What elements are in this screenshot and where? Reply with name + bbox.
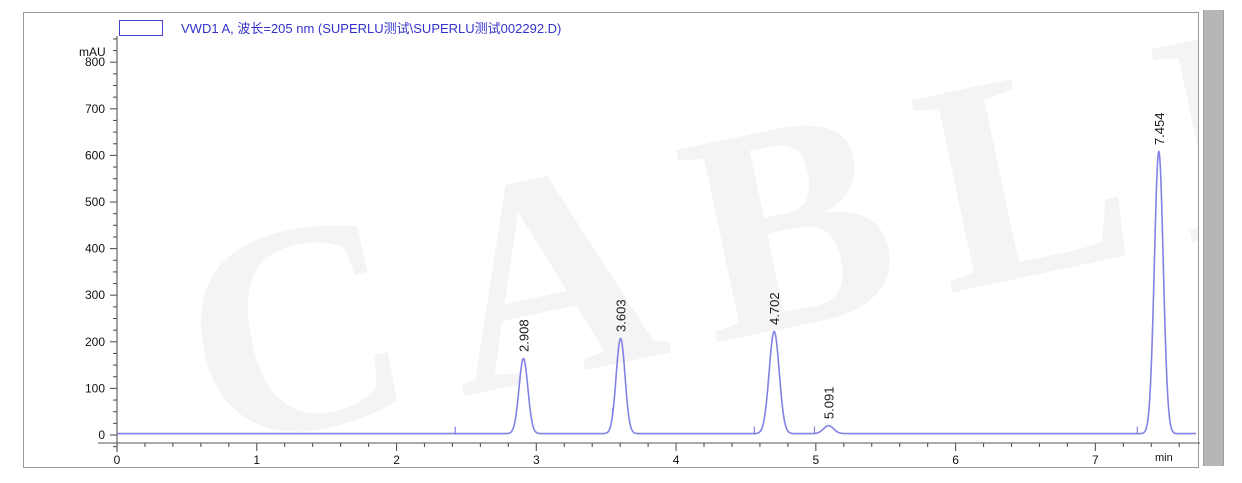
y-axis-tick-label: 700	[85, 102, 105, 116]
chromatogram-trace	[117, 150, 1196, 435]
x-axis-tick-label: 7	[1092, 453, 1099, 467]
y-axis-tick-label: 0	[98, 428, 105, 442]
y-axis-unit-label: mAU	[79, 45, 106, 59]
peak-label: 5.091	[822, 387, 837, 420]
y-axis-tick-label: 200	[85, 335, 105, 349]
y-axis-tick-label: 600	[85, 148, 105, 162]
x-axis-tick-label: 3	[533, 453, 540, 467]
x-axis-unit-label: min	[1155, 452, 1173, 464]
chromatogram-panel: CABLIN VWD1 A, 波长=205 nm (SUPERLU测试\SUPE…	[23, 12, 1199, 468]
x-axis-tick-label: 1	[253, 453, 260, 467]
legend-color-swatch[interactable]	[119, 19, 163, 36]
legend-label: VWD1 A, 波长=205 nm (SUPERLU测试\SUPERLU测试00…	[181, 21, 562, 36]
y-axis-tick-label: 100	[85, 381, 105, 395]
chart-legend: VWD1 A, 波长=205 nm (SUPERLU测试\SUPERLU测试00…	[119, 18, 561, 37]
y-axis-tick-label: 400	[85, 242, 105, 256]
y-axis-tick-label: 300	[85, 288, 105, 302]
peak-label: 3.603	[614, 299, 629, 332]
peak-label: 7.454	[1152, 113, 1167, 146]
peak-label: 2.908	[516, 319, 531, 352]
x-axis-tick-label: 6	[952, 453, 959, 467]
x-axis-tick-label: 4	[673, 453, 680, 467]
y-axis-tick-label: 500	[85, 195, 105, 209]
x-axis-tick-label: 2	[393, 453, 400, 467]
vertical-scrollbar[interactable]	[1203, 10, 1224, 466]
x-axis-tick-label: 0	[114, 453, 121, 467]
y-axis-tick-label: 800	[85, 55, 105, 69]
x-axis-tick-label: 5	[812, 453, 819, 467]
peak-label: 4.702	[767, 292, 782, 325]
